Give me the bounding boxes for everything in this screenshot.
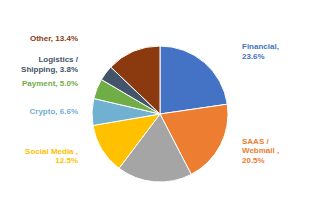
svg-text:Social Media ,12.5%: Social Media ,12.5% (25, 147, 78, 166)
svg-text:Other, 13.4%: Other, 13.4% (30, 34, 78, 43)
svg-text:SAAS /Webmail ,20.5%: SAAS /Webmail ,20.5% (242, 137, 279, 165)
svg-text:Logistics /Shipping, 3.8%: Logistics /Shipping, 3.8% (21, 55, 79, 74)
svg-text:Financial,23.6%: Financial,23.6% (242, 43, 279, 62)
svg-text:Payment, 5.0%: Payment, 5.0% (22, 79, 78, 88)
svg-text:Crypto, 6.6%: Crypto, 6.6% (30, 107, 78, 116)
